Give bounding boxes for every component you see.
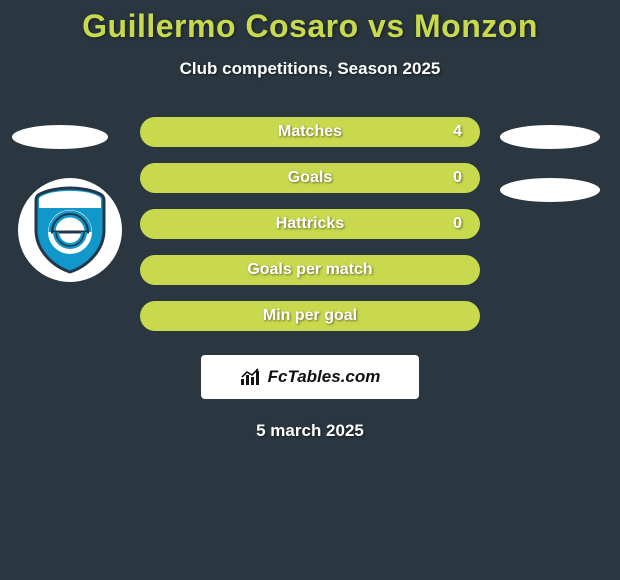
stat-value: 0 [453,169,462,187]
brand-badge[interactable]: FcTables.com [201,355,419,399]
club-badge [18,178,122,282]
stat-row-mpg: Min per goal [140,301,480,331]
brand-text: FcTables.com [268,367,381,387]
player-right-pill-1 [500,125,600,149]
page-title: Guillermo Cosaro vs Monzon [0,8,620,45]
page-subtitle: Club competitions, Season 2025 [0,59,620,79]
stat-row-matches: Matches 4 [140,117,480,147]
stat-value: 0 [453,215,462,233]
chart-icon [240,368,262,386]
stat-value: 4 [453,123,462,141]
stat-label: Goals [288,169,332,187]
stat-label: Matches [278,123,342,141]
stat-label: Goals per match [247,261,372,279]
stat-row-goals: Goals 0 [140,163,480,193]
stat-label: Min per goal [263,307,357,325]
date-label: 5 march 2025 [0,421,620,441]
player-right-pill-2 [500,178,600,202]
shield-icon [30,186,110,274]
stat-label: Hattricks [276,215,344,233]
stat-row-gpm: Goals per match [140,255,480,285]
player-left-pill [12,125,108,149]
stat-row-hattricks: Hattricks 0 [140,209,480,239]
